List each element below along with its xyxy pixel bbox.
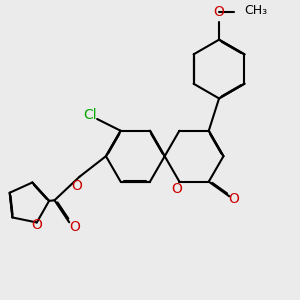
Text: O: O	[70, 220, 80, 234]
Text: O: O	[214, 5, 224, 19]
Text: O: O	[71, 178, 82, 193]
Text: Cl: Cl	[83, 108, 97, 122]
Text: O: O	[31, 218, 42, 233]
Text: O: O	[171, 182, 182, 196]
Text: CH₃: CH₃	[244, 4, 267, 17]
Text: O: O	[228, 192, 239, 206]
